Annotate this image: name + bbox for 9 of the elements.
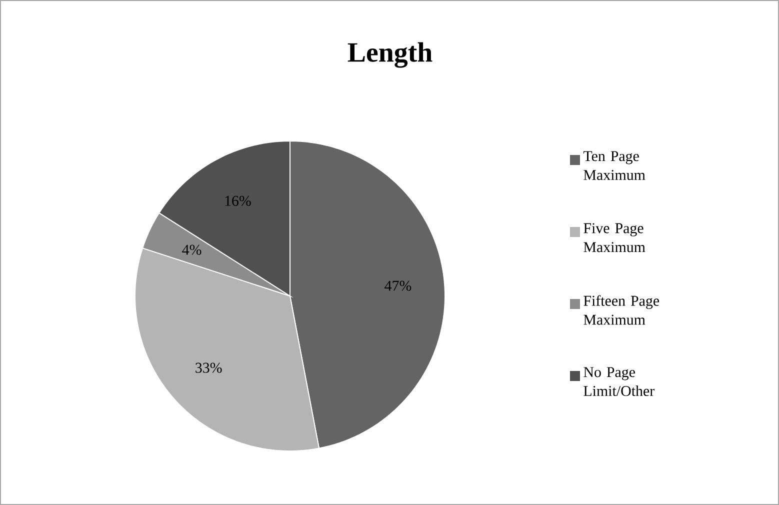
legend-label: No Page Limit/Other	[584, 367, 654, 396]
data-label: 4%	[182, 244, 202, 255]
chart-title: Length	[348, 42, 432, 68]
data-label: 47%	[384, 280, 412, 291]
legend-label: Fifteen Page Maximum	[584, 295, 660, 325]
data-label: 16%	[225, 196, 251, 206]
legend-label: Five Page Maximum	[584, 223, 646, 252]
legend-label: Ten Page Maximum	[583, 151, 646, 180]
data-label: 33%	[196, 362, 222, 373]
